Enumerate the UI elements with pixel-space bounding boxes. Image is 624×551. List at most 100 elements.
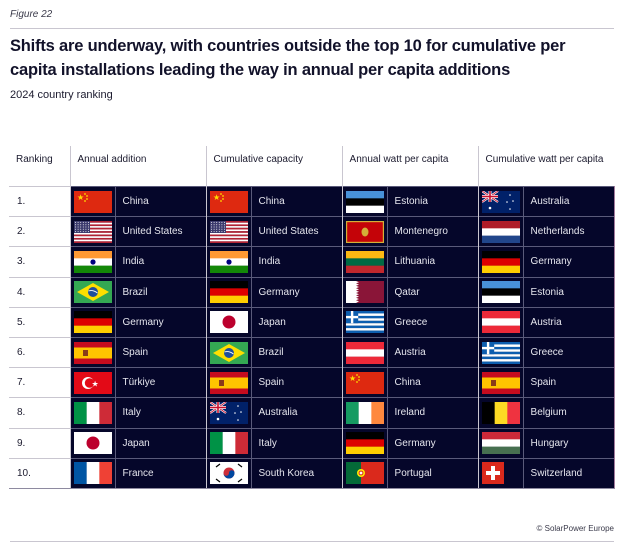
annual-watt-per-capita-country-name: Montenegro	[386, 216, 479, 247]
annual-addition-flag-cell: ★	[69, 367, 115, 398]
header-cumulative-capacity: Cumulative capacity	[205, 146, 343, 187]
india-flag-icon	[209, 250, 248, 273]
austria-flag-icon	[345, 341, 384, 364]
rank-cell: 1.	[9, 185, 70, 217]
annual-watt-per-capita-flag-cell	[341, 306, 388, 338]
svg-text:★: ★	[91, 379, 98, 388]
cumulative-capacity-flag-cell	[205, 367, 252, 398]
annual-watt-per-capita-country-name: China	[386, 367, 479, 398]
annual-addition-country-name: Italy	[114, 397, 207, 428]
bottom-divider	[10, 541, 614, 542]
annual-addition-country-name: Brazil	[114, 276, 207, 308]
rank-cell: 7.	[9, 367, 70, 398]
greece-flag-icon	[481, 341, 520, 364]
italy-flag-icon	[209, 432, 248, 455]
germany-flag-icon	[73, 311, 112, 334]
cumulative-capacity-country-name: South Korea	[250, 457, 343, 489]
cumulative-watt-per-capita-country-name: Switzerland	[522, 457, 615, 489]
ranking-table: Ranking Annual addition Cumulative capac…	[9, 146, 615, 489]
annual-addition-country-name: United States	[114, 216, 207, 247]
cumulative-watt-per-capita-country-name: Greece	[522, 336, 615, 368]
spain-flag-icon	[481, 371, 520, 394]
annual-watt-per-capita-flag-cell	[341, 185, 388, 217]
annual-watt-per-capita-country-name: Estonia	[386, 185, 479, 217]
annual-addition-country-name: China	[114, 185, 207, 217]
annual-addition-country-name: Türkiye	[114, 367, 207, 398]
annual-watt-per-capita-flag-cell	[341, 216, 388, 247]
annual-addition-flag-cell	[69, 427, 115, 459]
cumulative-capacity-flag-cell: ★	[205, 185, 252, 217]
annual-watt-per-capita-flag-cell: ★	[341, 367, 388, 398]
table-row: 6. Spain Brazil Austria Greece	[9, 336, 615, 368]
cumulative-watt-per-capita-country-name: Netherlands	[522, 216, 615, 247]
copyright: © SolarPower Europe	[536, 524, 615, 533]
table-row: 3. India India Lithuania Germany	[9, 246, 615, 278]
switzerland-flag-icon	[481, 462, 520, 485]
japan-flag-icon	[73, 432, 112, 455]
cumulative-capacity-flag-cell	[205, 216, 252, 247]
annual-watt-per-capita-country-name: Greece	[386, 306, 479, 338]
hungary-flag-icon	[481, 432, 520, 455]
subtitle: 2024 country ranking	[10, 89, 113, 101]
table-row: 7. ★ Türkiye Spain ★ China Spain	[9, 367, 615, 398]
annual-addition-country-name: France	[114, 457, 207, 489]
cumulative-capacity-country-name: Japan	[250, 306, 343, 338]
annual-addition-country-name: Spain	[114, 336, 207, 368]
cumulative-watt-per-capita-flag-cell	[477, 336, 524, 368]
cumulative-capacity-flag-cell	[205, 397, 252, 428]
netherlands-flag-icon	[481, 220, 520, 243]
brazil-flag-icon	[209, 341, 248, 364]
china-flag-icon: ★	[209, 190, 248, 213]
page-title: Shifts are underway, with countries outs…	[10, 37, 566, 79]
austria-flag-icon	[481, 311, 520, 334]
top-divider	[10, 28, 614, 29]
header-row: Ranking Annual addition Cumulative capac…	[9, 146, 615, 187]
table-row: 5. Germany Japan Greece Austria	[9, 306, 615, 338]
cumulative-capacity-flag-cell	[205, 276, 252, 308]
germany-flag-icon	[481, 250, 520, 273]
rank-cell: 9.	[9, 427, 70, 459]
cumulative-capacity-flag-cell	[205, 306, 252, 338]
annual-watt-per-capita-country-name: Germany	[386, 427, 479, 459]
cumulative-capacity-country-name: Brazil	[250, 336, 343, 368]
rank-cell: 2.	[9, 216, 70, 247]
cumulative-watt-per-capita-flag-cell	[477, 306, 524, 338]
brazil-flag-icon	[73, 281, 112, 304]
rank-cell: 3.	[9, 246, 70, 278]
germany-flag-icon	[345, 432, 384, 455]
table-row: 9. Japan Italy Germany Hungary	[9, 427, 615, 459]
cumulative-capacity-country-name: Italy	[250, 427, 343, 459]
cumulative-watt-per-capita-flag-cell	[477, 457, 524, 489]
rank-cell: 4.	[9, 276, 70, 308]
table-row: 2. United States United States Montenegro Ne…	[9, 216, 615, 247]
annual-watt-per-capita-flag-cell	[341, 427, 388, 459]
cumulative-capacity-flag-cell	[205, 427, 252, 459]
header-cumulative-watt-per-capita: Cumulative watt per capita	[477, 146, 615, 187]
cumulative-watt-per-capita-flag-cell	[477, 367, 524, 398]
cumulative-watt-per-capita-flag-cell	[477, 276, 524, 308]
annual-watt-per-capita-country-name: Lithuania	[386, 246, 479, 278]
annual-watt-per-capita-flag-cell	[341, 276, 388, 308]
annual-watt-per-capita-flag-cell	[341, 457, 388, 489]
table-row: 8. Italy Australia Ireland Belgium	[9, 397, 615, 428]
cumulative-watt-per-capita-flag-cell	[477, 185, 524, 217]
cumulative-watt-per-capita-country-name: Austria	[522, 306, 615, 338]
belgium-flag-icon	[481, 401, 520, 424]
annual-addition-country-name: India	[114, 246, 207, 278]
cumulative-capacity-country-name: China	[250, 185, 343, 217]
annual-addition-flag-cell: ★	[69, 185, 115, 217]
cumulative-watt-per-capita-country-name: Germany	[522, 246, 615, 278]
cumulative-capacity-country-name: Spain	[250, 367, 343, 398]
cumulative-watt-per-capita-country-name: Spain	[522, 367, 615, 398]
header-annual-watt-per-capita: Annual watt per capita	[341, 146, 479, 187]
annual-watt-per-capita-country-name: Qatar	[386, 276, 479, 308]
table-row: 4. Brazil Germany Qatar Estonia	[9, 276, 615, 308]
cumulative-watt-per-capita-country-name: Belgium	[522, 397, 615, 428]
china-flag-icon: ★	[345, 371, 384, 394]
annual-watt-per-capita-country-name: Austria	[386, 336, 479, 368]
japan-flag-icon	[209, 311, 248, 334]
cumulative-capacity-country-name: United States	[250, 216, 343, 247]
rank-cell: 5.	[9, 306, 70, 338]
annual-addition-flag-cell	[69, 457, 115, 489]
spain-flag-icon	[73, 341, 112, 364]
